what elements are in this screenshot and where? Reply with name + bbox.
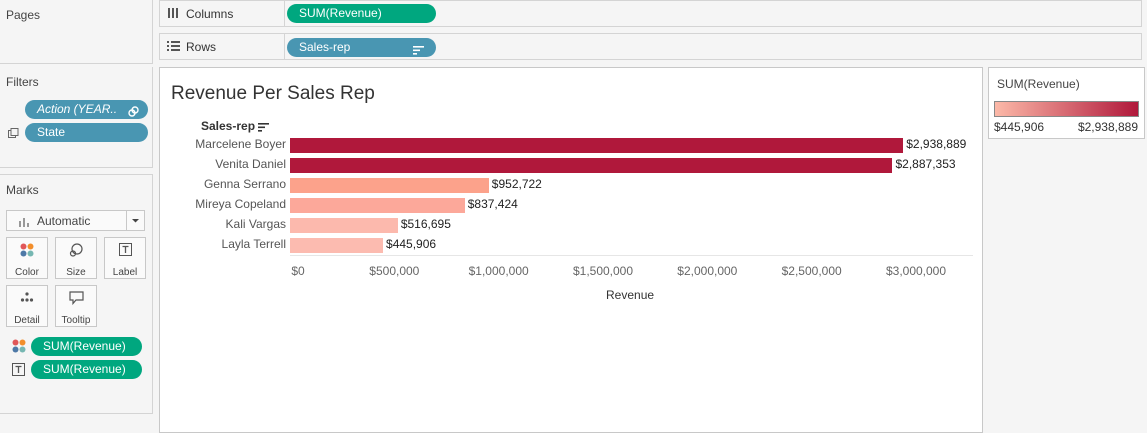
category-label: Marcelene Boyer — [195, 137, 286, 151]
marks-title: Marks — [6, 183, 39, 197]
x-axis-title: Revenue — [606, 288, 655, 302]
mark-type-value: Automatic — [37, 214, 91, 228]
bar[interactable] — [290, 178, 489, 193]
columns-pill-sum-revenue[interactable]: SUM(Revenue) — [287, 4, 436, 23]
category-label: Genna Serrano — [203, 177, 286, 191]
row-header[interactable]: Sales-rep — [201, 119, 269, 133]
x-tick-label: $3,000,000 — [885, 264, 947, 278]
marks-card-color[interactable]: Color — [6, 237, 48, 279]
row-header-label: Sales-rep — [201, 119, 256, 133]
marks-field-label-sum-revenue[interactable]: SUM(Revenue) — [31, 360, 142, 379]
rows-icon — [167, 41, 180, 55]
mark-type-select[interactable]: Automatic — [6, 210, 145, 231]
pages-panel[interactable]: Pages — [0, 0, 153, 64]
marks-card-label[interactable]: Label — [104, 237, 146, 279]
category-labels: Marcelene Boyer Venita Daniel Genna Serran… — [160, 68, 286, 268]
context-filter-icon — [8, 128, 19, 142]
rows-shelf[interactable]: Rows Sales-rep — [159, 33, 1142, 60]
filters-panel[interactable]: Filters Action (YEAR.. State — [0, 67, 153, 168]
axis-baseline — [290, 255, 973, 256]
marks-card-label-label: Label — [112, 267, 138, 278]
color-dots-icon — [12, 339, 26, 356]
columns-label: Columns — [186, 7, 234, 21]
bar-value-label: $2,887,353 — [895, 157, 956, 171]
filter-pill-action-label: Action (YEAR.. — [37, 102, 118, 116]
bar-value-label: $2,938,889 — [906, 137, 967, 151]
bar-value-label: $837,424 — [467, 197, 518, 211]
x-tick-label: $2,500,000 — [781, 264, 842, 278]
bar-value-label: $952,722 — [491, 177, 542, 191]
bar[interactable] — [290, 218, 398, 233]
marks-card-detail[interactable]: Detail — [6, 285, 48, 327]
bar[interactable] — [290, 198, 465, 213]
marks-field-color-sum-revenue[interactable]: SUM(Revenue) — [31, 337, 142, 356]
filter-pill-action-year[interactable]: Action (YEAR.. — [25, 100, 148, 119]
bar[interactable] — [290, 238, 384, 253]
dropdown-arrow-icon — [126, 211, 144, 230]
sort-desc-icon[interactable] — [258, 121, 269, 135]
rows-pill-label: Sales-rep — [299, 40, 351, 54]
marks-card-tooltip-label: Tooltip — [61, 315, 91, 326]
category-label: Kali Vargas — [225, 217, 286, 231]
x-axis-ticks: $0 $500,000 $1,000,000 $1,500,000 $2,000,000… — [290, 264, 975, 284]
category-label: Mireya Copeland — [195, 197, 286, 211]
detail-icon — [7, 286, 47, 315]
filter-pill-state[interactable]: State — [25, 123, 148, 142]
filters-title: Filters — [6, 75, 39, 89]
x-tick-label: $1,000,000 — [468, 264, 529, 278]
tooltip-icon — [56, 286, 96, 315]
legend-max-label: $2,938,889 — [1077, 120, 1138, 134]
category-label: Venita Daniel — [215, 157, 286, 171]
category-label: Layla Terrell — [221, 237, 286, 251]
size-icon — [56, 238, 96, 267]
x-tick-label: $0 — [291, 264, 305, 278]
legend-gradient-ramp — [994, 101, 1139, 117]
marks-card-size-label: Size — [66, 267, 86, 278]
chart-title: Revenue Per Sales Rep — [171, 83, 375, 104]
marks-card-color-label: Color — [15, 267, 39, 278]
rows-shelf-label: Rows — [160, 34, 285, 59]
columns-shelf[interactable]: Columns SUM(Revenue) — [159, 0, 1142, 27]
marks-card-tooltip[interactable]: Tooltip — [55, 285, 97, 327]
rows-pill-sales-rep[interactable]: Sales-rep — [287, 38, 436, 57]
marks-panel[interactable]: Marks Automatic Color Size Label Detail — [0, 174, 153, 414]
label-icon — [12, 363, 25, 379]
rows-label: Rows — [186, 40, 217, 54]
legend-title: SUM(Revenue) — [997, 77, 1080, 91]
x-tick-label: $2,000,000 — [677, 264, 738, 278]
plot-area[interactable]: $2,938,889 $2,887,353 $952,722 $837,424 $516… — [290, 68, 975, 268]
linked-filter-icon — [128, 104, 139, 119]
x-tick-label: $500,000 — [369, 264, 420, 278]
bar[interactable] — [290, 138, 904, 153]
columns-shelf-label: Columns — [160, 1, 285, 26]
bar-value-label: $516,695 — [400, 217, 451, 231]
pages-title: Pages — [6, 8, 41, 22]
sort-desc-icon[interactable] — [413, 42, 424, 57]
x-tick-label: $1,500,000 — [572, 264, 634, 278]
legend-min-label: $445,906 — [994, 120, 1045, 134]
chart-view[interactable]: Revenue Per Sales Rep Sales-rep Marcelen… — [159, 67, 983, 433]
bar-chart-icon — [19, 216, 29, 230]
columns-icon — [168, 7, 180, 22]
color-dots-icon — [7, 238, 47, 267]
marks-card-size[interactable]: Size — [55, 237, 97, 279]
marks-card-detail-label: Detail — [14, 315, 40, 326]
bar[interactable] — [290, 158, 893, 173]
color-legend[interactable]: SUM(Revenue) $445,906 $2,938,889 — [988, 67, 1145, 139]
label-icon — [105, 238, 145, 267]
bar-value-label: $445,906 — [386, 237, 437, 251]
